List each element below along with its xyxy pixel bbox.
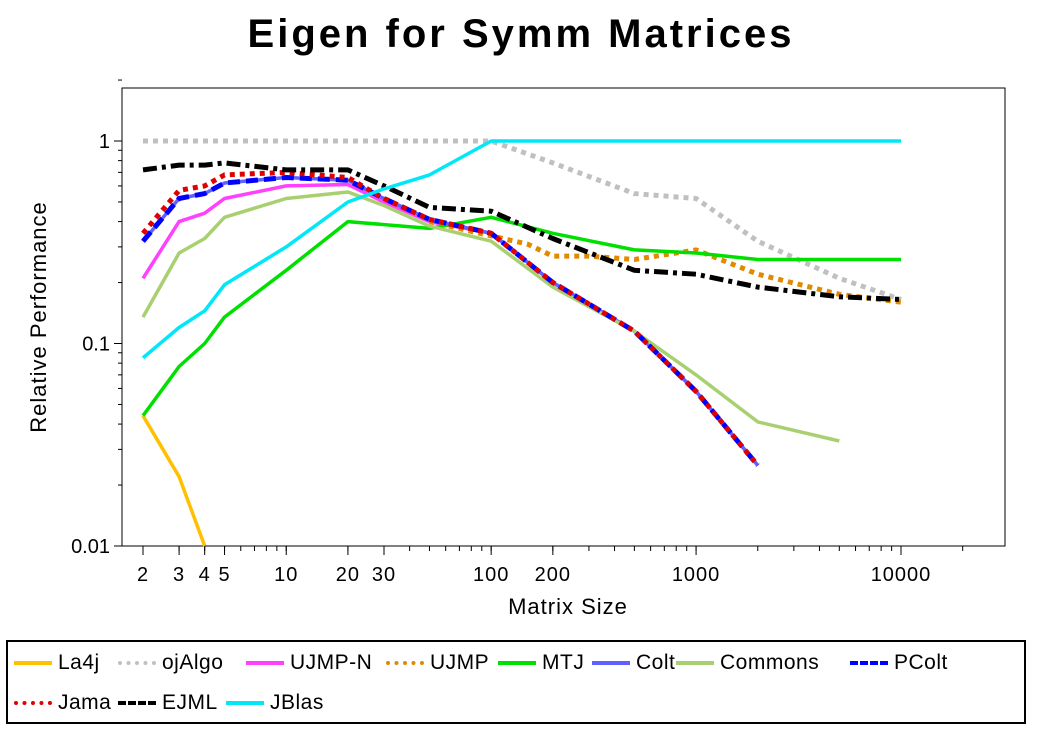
x-tick-label: 2 (137, 564, 149, 586)
legend-label: JBlas (270, 691, 324, 714)
legend-label: Jama (58, 691, 112, 714)
chart-legend: La4j ojAlgo UJMP-N UJMP MTJ Colt Commons PColt J… (6, 640, 1026, 724)
series-line-jblas (141, 139, 901, 360)
y-tick-label: 0.01 (71, 536, 110, 558)
x-tick-label: 20 (336, 564, 360, 586)
legend-label: ojAlgo (162, 651, 224, 674)
x-tick-label: 1000 (672, 564, 721, 586)
legend-swatch (118, 701, 156, 705)
legend-swatch (850, 661, 888, 665)
x-tick-label: 5 (218, 564, 230, 586)
x-axis: 2 3 4 5 10 20 30 100 200 1000 10000 (137, 546, 964, 586)
y-tick-label: 0.1 (82, 334, 110, 356)
legend-item-ujmp-n: UJMP-N (246, 648, 372, 678)
legend-swatch (386, 661, 424, 665)
legend-label: La4j (58, 651, 100, 674)
legend-label: UJMP-N (290, 651, 373, 674)
legend-item-ojalgo: ojAlgo (118, 648, 223, 678)
legend-label: PColt (894, 651, 948, 674)
legend-swatch (14, 701, 52, 705)
legend-item-ejml: EJML (118, 688, 218, 718)
legend-label: Commons (720, 651, 820, 674)
legend-label: Colt (636, 651, 676, 674)
x-tick-label: 100 (473, 564, 509, 586)
x-tick-label: 30 (372, 564, 396, 586)
plot-frame (121, 87, 1006, 547)
legend-item-commons: Commons (676, 648, 819, 678)
legend-label: UJMP (430, 651, 490, 674)
chart-plot: 0.01 0.1 1 2 3 4 5 10 20 30 100 200 1000 10000 Matri… (26, 79, 1006, 619)
series-line-ejml (142, 160, 902, 302)
series-line-jama (141, 169, 760, 468)
y-axis: 0.01 0.1 1 (71, 79, 122, 558)
legend-swatch (14, 661, 52, 665)
legend-item-pcolt: PColt (850, 648, 948, 678)
legend-swatch (676, 661, 714, 665)
series-line-la4j (141, 414, 207, 547)
legend-label: EJML (162, 691, 218, 714)
legend-item-jblas: JBlas (226, 688, 324, 718)
series-line-pcolt (141, 175, 760, 468)
legend-item-jama: Jama (14, 688, 111, 718)
x-tick-label: 3 (173, 564, 185, 586)
series-line-commons (141, 190, 840, 443)
legend-item-la4j: La4j (14, 648, 100, 678)
x-tick-label: 4 (199, 564, 211, 586)
legend-swatch (498, 661, 536, 665)
x-tick-label: 200 (535, 564, 571, 586)
y-axis-label: Relative Performance (26, 201, 51, 433)
series-line-ojalgo (143, 138, 902, 302)
chart-title: Eigen for Symm Matrices (247, 12, 795, 56)
legend-swatch (226, 701, 264, 705)
legend-item-ujmp: UJMP (386, 648, 489, 678)
legend-swatch (246, 661, 284, 665)
legend-item-mtj: MTJ (498, 648, 584, 678)
legend-swatch (592, 661, 630, 665)
legend-item-colt: Colt (592, 648, 675, 678)
x-tick-label: 10000 (871, 564, 932, 586)
series-layer (141, 138, 902, 547)
x-axis-label: Matrix Size (508, 594, 628, 619)
series-line-ujmp (428, 219, 902, 305)
series-line-mtj (141, 215, 901, 417)
legend-label: MTJ (542, 651, 585, 674)
x-tick-label: 10 (274, 564, 298, 586)
legend-swatch (118, 661, 156, 665)
y-tick-label: 1 (99, 131, 110, 153)
